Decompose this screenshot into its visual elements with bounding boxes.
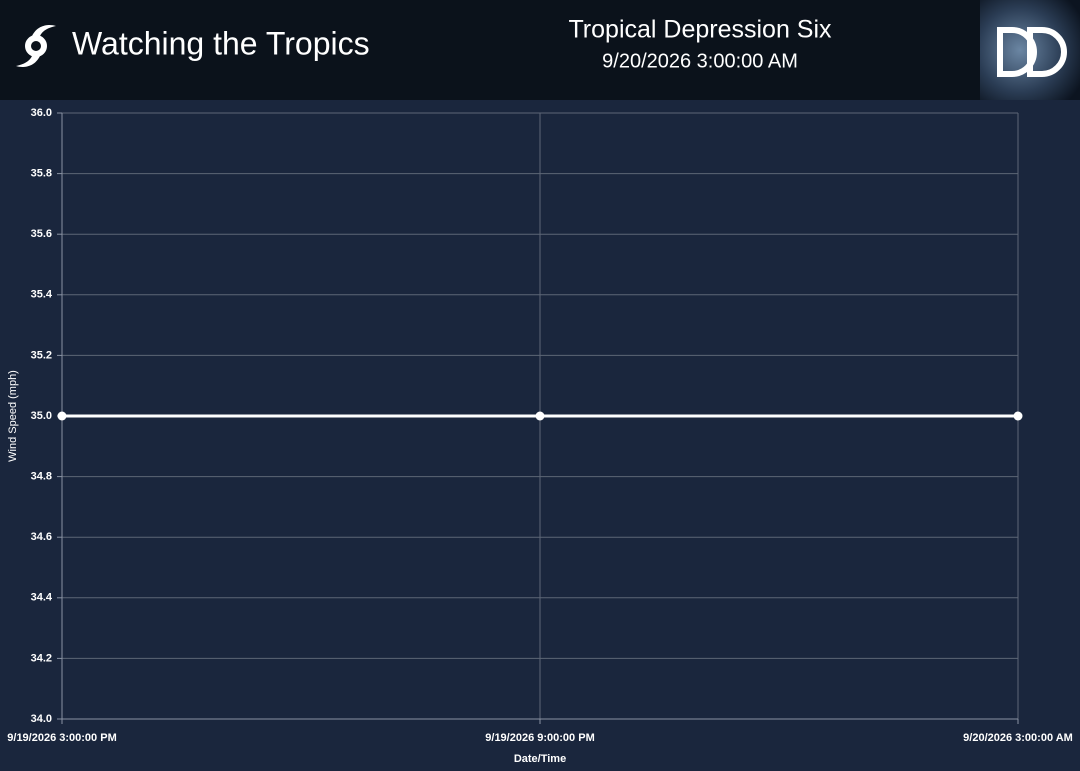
y-tick-label: 35.8 xyxy=(31,168,52,180)
y-tick-label: 34.4 xyxy=(31,592,53,604)
storm-datetime: 9/20/2026 3:00:00 AM xyxy=(602,50,798,72)
logo xyxy=(980,0,1080,100)
point xyxy=(535,411,545,421)
x-tick-label: 9/19/2026 9:00:00 PM xyxy=(485,732,594,744)
y-tick-label: 34.2 xyxy=(31,652,52,664)
x-tick-label: 9/19/2026 3:00:00 PM xyxy=(7,732,116,744)
y-tick-label: 35.6 xyxy=(31,228,52,240)
x-axis-title: Date/Time xyxy=(514,753,566,765)
y-tick-label: 35.2 xyxy=(31,349,52,361)
y-axis-title: Wind Speed (mph) xyxy=(7,370,19,462)
app-title: Watching the Tropics xyxy=(72,25,370,61)
point xyxy=(1013,411,1023,421)
y-tick-label: 36.0 xyxy=(31,107,52,119)
y-tick-label: 34.0 xyxy=(31,713,52,725)
y-tick-label: 35.0 xyxy=(31,410,52,422)
storm-name: Tropical Depression Six xyxy=(568,16,832,44)
hurricane-icon xyxy=(16,25,56,67)
header-bar xyxy=(0,0,1080,100)
point xyxy=(57,411,67,421)
y-tick-label: 35.4 xyxy=(31,289,53,301)
y-tick-label: 34.6 xyxy=(31,531,52,543)
x-tick-label: 9/20/2026 3:00:00 AM xyxy=(963,732,1073,744)
y-tick-label: 34.8 xyxy=(31,471,52,483)
